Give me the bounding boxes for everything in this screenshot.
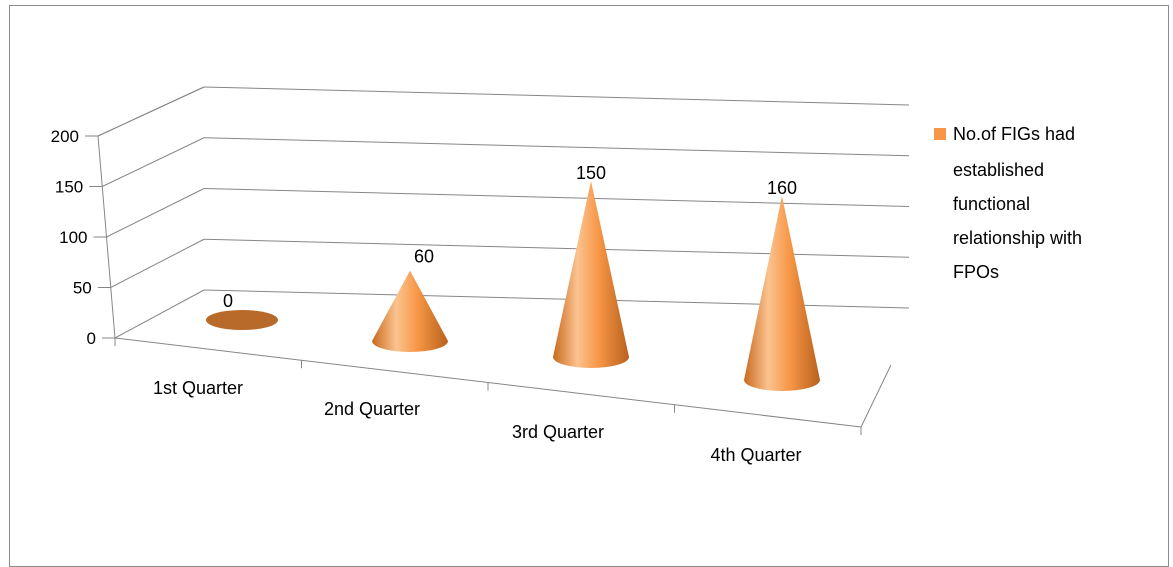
x-tick-label: 3rd Quarter <box>512 422 604 442</box>
data-label: 160 <box>767 178 797 198</box>
y-axis-ticks: 0 50 100 150 200 <box>51 127 115 348</box>
gridline-back <box>203 137 910 157</box>
gridline-side <box>97 86 205 137</box>
gridlines <box>97 86 910 288</box>
y-tick-label: 200 <box>51 127 79 146</box>
y-tick-label: 100 <box>59 228 87 247</box>
data-label: 150 <box>576 163 606 183</box>
gridline-side <box>110 238 205 288</box>
y-tick-label: 0 <box>87 329 96 348</box>
x-tick-label: 2nd Quarter <box>324 399 420 419</box>
legend-line: No.of FIGs had <box>953 124 1075 144</box>
chart-axes <box>97 135 910 435</box>
cone-bar <box>553 181 629 368</box>
cone-bar <box>744 196 820 391</box>
gridline-back <box>203 188 910 207</box>
floor-side-edge <box>114 289 205 339</box>
cone-bar <box>372 270 448 352</box>
gridline-back <box>203 238 910 258</box>
legend-label: No.of FIGs had established functional re… <box>953 124 1087 282</box>
y-tick-label: 50 <box>73 279 92 298</box>
data-label: 60 <box>414 247 434 267</box>
x-tick-label: 1st Quarter <box>153 378 243 398</box>
data-labels: 0 60 150 160 <box>223 163 797 311</box>
legend-line: FPOs <box>953 262 999 282</box>
legend-line: functional <box>953 194 1030 214</box>
floor-right-edge <box>860 364 892 428</box>
y-tick-label: 150 <box>55 178 83 197</box>
legend-line: established <box>953 160 1044 180</box>
gridline-side <box>106 188 205 238</box>
legend-line: relationship with <box>953 228 1082 248</box>
x-tick-label: 4th Quarter <box>710 445 801 465</box>
x-axis-labels: 1st Quarter 2nd Quarter 3rd Quarter 4th Qua… <box>153 378 802 465</box>
cone-base-flat <box>206 310 278 330</box>
data-label: 0 <box>223 291 233 311</box>
gridline-side <box>102 137 205 187</box>
legend-swatch <box>934 128 946 140</box>
legend: No.of FIGs had established functional re… <box>934 124 1087 282</box>
gridline-back <box>203 86 910 106</box>
series-cones <box>206 181 820 391</box>
